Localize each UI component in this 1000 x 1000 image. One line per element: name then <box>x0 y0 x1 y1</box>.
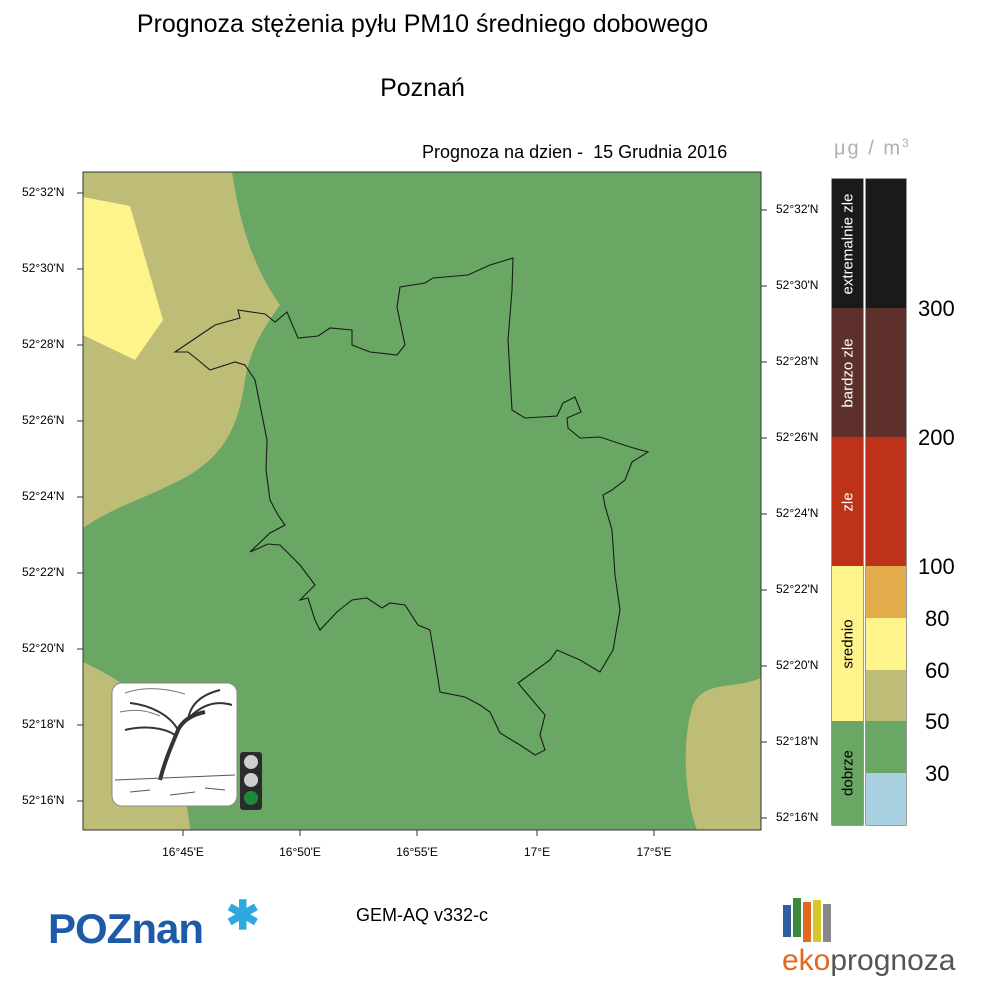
lat-label-right: 52°16'N <box>776 810 819 824</box>
lat-label-right: 52°26'N <box>776 430 819 444</box>
asterisk-icon: ✱ <box>226 894 260 938</box>
legend-swatch <box>866 670 906 721</box>
legend-tick: 200 <box>918 425 955 450</box>
forecast-date: Prognoza na dzien - 15 Grudnia 2016 <box>422 142 728 162</box>
lon-label: 16°45'E <box>162 845 204 859</box>
legend-swatch <box>866 437 906 566</box>
lon-label: 17°E <box>523 845 551 859</box>
legend-swatch <box>866 721 906 773</box>
lon-label: 17°5'E <box>636 845 672 859</box>
lon-label: 16°50'E <box>279 845 321 859</box>
legend-tick: 300 <box>918 296 955 321</box>
lat-label-right: 52°22'N <box>776 582 819 596</box>
lon-label: 16°55'E <box>396 845 438 859</box>
legend-category-bad: zle <box>832 437 863 566</box>
legend-tick: 50 <box>925 709 950 734</box>
legend-tick: 60 <box>925 658 950 683</box>
legend-swatch <box>866 618 906 670</box>
lat-label-right: 52°32'N <box>776 202 819 216</box>
ekoprognoza-logo: ekoprognoza <box>782 944 956 977</box>
legend-swatch <box>866 773 906 825</box>
legend-tick: 80 <box>925 606 950 631</box>
legend-swatch <box>866 308 906 437</box>
lat-label-left: 52°24'N <box>22 489 65 503</box>
lat-label-right: 52°28'N <box>776 354 819 368</box>
legend-category-very-bad: bardzo zle <box>832 308 863 437</box>
ekoprognoza-logo-icon <box>783 898 831 942</box>
lat-label-left: 52°32'N <box>22 185 65 199</box>
wind-tree-icon <box>111 682 238 807</box>
lat-label-right: 52°20'N <box>776 658 819 672</box>
legend-category-good: dobrze <box>832 721 863 825</box>
lat-label-left: 52°28'N <box>22 337 65 351</box>
unit-label: μg / m3 <box>834 136 911 160</box>
traffic-light-icon <box>240 752 262 810</box>
lat-label-left: 52°16'N <box>22 793 65 807</box>
lat-label-right: 52°18'N <box>776 734 819 748</box>
lat-label-right: 52°30'N <box>776 278 819 292</box>
map-title: Prognoza stężenia pyłu PM10 średniego do… <box>136 10 709 38</box>
legend-tick: 100 <box>918 554 955 579</box>
lat-label-left: 52°30'N <box>22 261 65 275</box>
legend-category-moderate: srednio <box>832 566 863 721</box>
legend-category-extremely-bad: extremalnie zle <box>832 179 863 308</box>
map-zone-moderate-se <box>685 678 761 830</box>
legend-swatch <box>866 179 906 308</box>
poznan-logo: POZnan ✱ <box>48 894 260 952</box>
model-version: GEM-AQ v332-c <box>356 905 489 925</box>
city-name: Poznań <box>380 74 465 102</box>
lat-label-left: 52°26'N <box>22 413 65 427</box>
city-boundary <box>173 257 650 756</box>
lat-label-left: 52°20'N <box>22 641 65 655</box>
map-zone-yellow-nw <box>83 197 163 360</box>
legend-swatch <box>866 566 906 618</box>
legend-tick: 30 <box>925 761 950 786</box>
lat-label-right: 52°24'N <box>776 506 819 520</box>
lat-label-left: 52°22'N <box>22 565 65 579</box>
lat-label-left: 52°18'N <box>22 717 65 731</box>
